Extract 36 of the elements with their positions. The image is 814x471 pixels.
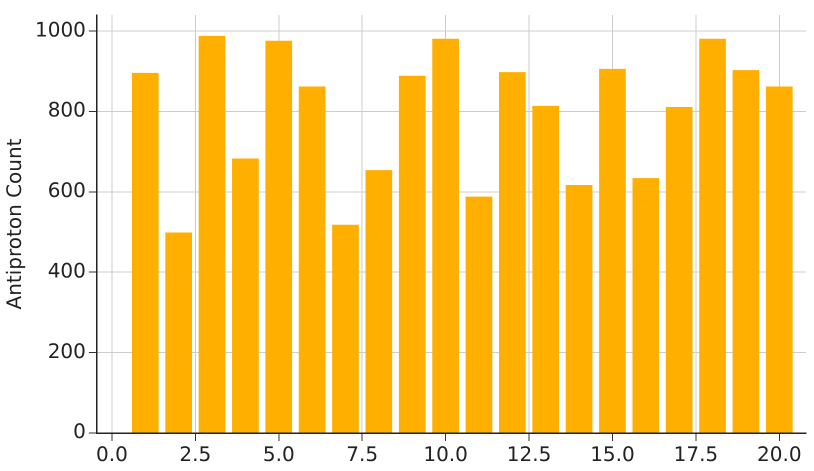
bar [499,72,526,432]
bar [432,38,459,432]
y-tick-label: 200 [48,338,86,363]
bar [165,232,192,432]
x-tick-label: 15.0 [590,442,635,466]
x-tick-label: 5.0 [262,442,295,466]
bar [265,40,292,432]
bar [599,68,626,432]
x-tick-label: 0.0 [96,442,128,466]
x-tick-label: 17.5 [674,442,718,466]
bar [132,72,159,432]
bar [666,107,693,432]
x-tick-label: 10.0 [423,442,468,466]
x-tick-label: 20.0 [757,442,802,466]
bar [232,158,259,432]
y-axis-title: Antiproton Count [2,138,26,310]
y-tick-label: 800 [48,98,86,122]
bar [532,106,560,432]
bar [766,86,793,432]
x-tick-label: 12.5 [506,442,552,466]
x-tick-label: 7.5 [346,442,378,466]
bar [398,76,426,432]
y-tick-label: 400 [48,258,86,282]
y-tick-label: 0 [73,419,86,444]
bar [332,224,359,432]
bar [732,70,760,432]
x-tick-label: 2.5 [179,442,212,466]
bar [566,185,592,432]
y-tick-label: 600 [48,178,86,202]
bar [699,38,726,432]
y-tick-label: 1000 [34,17,86,42]
bar [466,196,492,432]
bar [198,36,226,432]
bar [298,86,326,432]
bar [366,170,392,432]
bar [632,178,660,432]
